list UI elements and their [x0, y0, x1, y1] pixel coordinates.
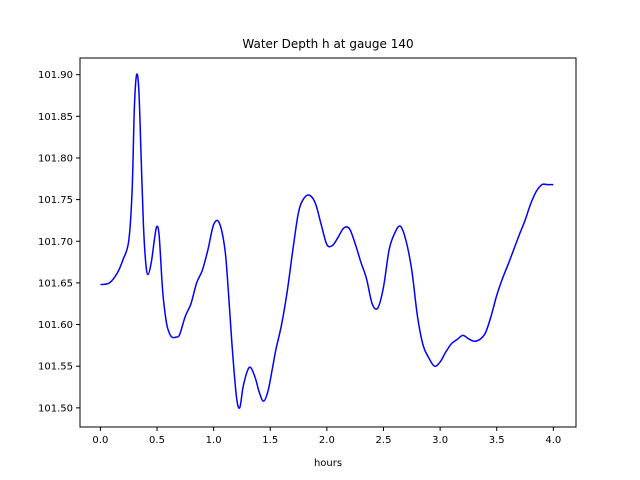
y-tick-label: 101.65 — [38, 278, 73, 289]
x-tick-label: 1.0 — [206, 435, 222, 446]
chart-title: Water Depth h at gauge 140 — [242, 37, 413, 51]
y-tick-label: 101.50 — [38, 403, 73, 414]
y-tick-label: 101.80 — [38, 153, 73, 164]
x-tick-label: 3.0 — [432, 435, 448, 446]
series-line — [100, 73, 554, 409]
series-layer — [100, 73, 554, 409]
x-axis-label: hours — [314, 458, 342, 469]
x-tick-label: 3.5 — [489, 435, 505, 446]
x-tick-label: 0.0 — [92, 435, 108, 446]
y-axis: 101.50 101.55 101.60 101.65 101.70 101.75 101.… — [38, 70, 80, 414]
y-tick-label: 101.60 — [38, 320, 73, 331]
plot-area-frame — [79, 57, 577, 428]
y-tick-label: 101.75 — [38, 195, 73, 206]
y-tick-label: 101.90 — [38, 70, 73, 81]
x-tick-label: 2.5 — [376, 435, 392, 446]
x-tick-label: 0.5 — [149, 435, 165, 446]
x-tick-label: 2.0 — [319, 435, 335, 446]
x-axis: 0.0 0.5 1.0 1.5 2.0 2.5 3.0 3.5 4.0 — [92, 427, 561, 446]
y-tick-label: 101.85 — [38, 112, 73, 123]
x-tick-label: 4.0 — [545, 435, 561, 446]
y-tick-label: 101.55 — [38, 362, 73, 373]
y-tick-label: 101.70 — [38, 237, 73, 248]
x-tick-label: 1.5 — [262, 435, 278, 446]
